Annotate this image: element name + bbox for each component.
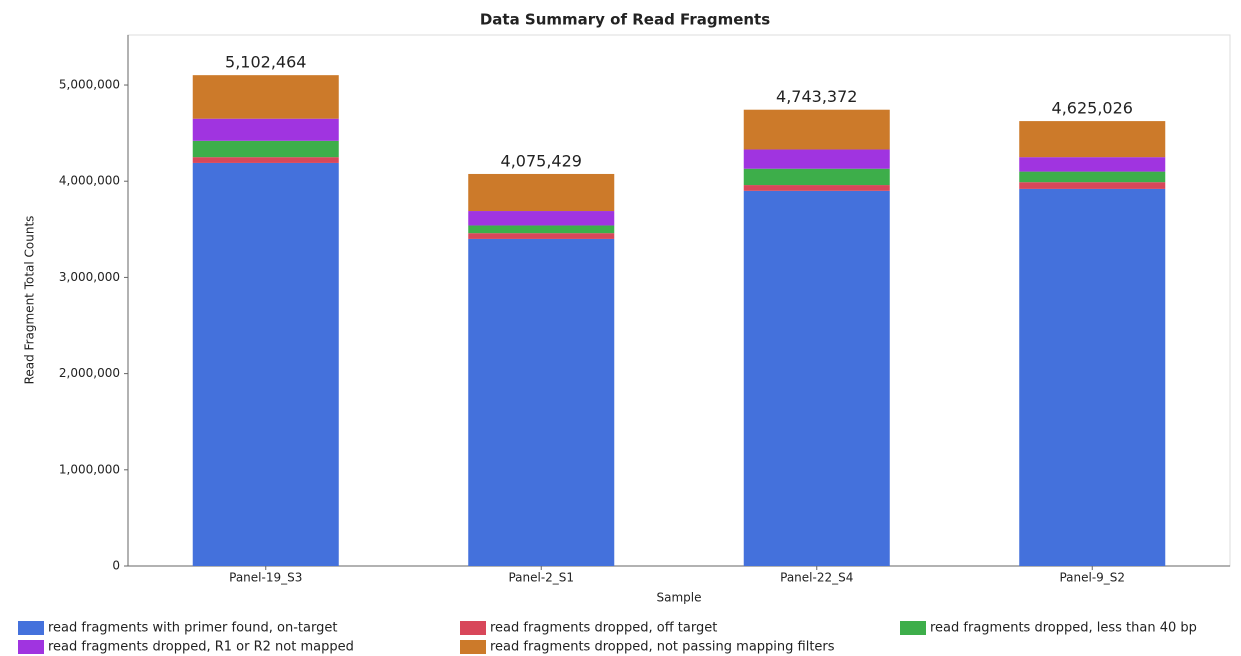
bar-segment bbox=[743, 168, 890, 186]
total-label: 4,625,026 bbox=[1052, 99, 1133, 118]
y-tick-label: 0 bbox=[112, 559, 120, 573]
legend-label: read fragments dropped, off target bbox=[490, 621, 717, 636]
bar-segment bbox=[192, 162, 339, 566]
y-tick-label: 4,000,000 bbox=[59, 174, 120, 188]
bar-segment bbox=[468, 211, 615, 226]
bar-segment bbox=[1019, 182, 1166, 189]
bar-segment bbox=[192, 118, 339, 141]
bar-segment bbox=[468, 225, 615, 234]
x-tick-label: Panel-19_S3 bbox=[229, 571, 302, 585]
x-axis-label: Sample bbox=[657, 591, 702, 605]
bar-segment bbox=[1019, 188, 1166, 567]
chart-title: Data Summary of Read Fragments bbox=[480, 11, 770, 29]
bar-segment bbox=[743, 185, 890, 191]
bar-segment bbox=[468, 238, 615, 566]
bar-segment bbox=[743, 109, 890, 150]
bar-segment bbox=[1019, 157, 1166, 172]
y-axis-label: Read Fragment Total Counts bbox=[23, 216, 37, 385]
legend-swatch bbox=[460, 640, 486, 654]
bar-segment bbox=[468, 233, 615, 239]
x-tick-label: Panel-22_S4 bbox=[780, 571, 853, 585]
legend-swatch bbox=[460, 621, 486, 635]
x-tick-label: Panel-9_S2 bbox=[1059, 571, 1125, 585]
y-tick-label: 2,000,000 bbox=[59, 366, 120, 380]
bar-segment bbox=[192, 140, 339, 158]
legend-label: read fragments dropped, not passing mapp… bbox=[490, 640, 835, 655]
legend-swatch bbox=[18, 621, 44, 635]
total-label: 4,075,429 bbox=[501, 151, 582, 170]
legend-label: read fragments dropped, less than 40 bp bbox=[930, 621, 1197, 636]
total-label: 4,743,372 bbox=[776, 87, 857, 106]
bar-segment bbox=[743, 149, 890, 169]
total-label: 5,102,464 bbox=[225, 53, 306, 72]
legend-swatch bbox=[900, 621, 926, 635]
bar-segment bbox=[192, 75, 339, 119]
bar-segment bbox=[743, 190, 890, 566]
bar-segment bbox=[192, 157, 339, 163]
legend-label: read fragments dropped, R1 or R2 not map… bbox=[48, 640, 354, 655]
y-tick-label: 5,000,000 bbox=[59, 78, 120, 92]
y-tick-label: 1,000,000 bbox=[59, 462, 120, 476]
legend-swatch bbox=[18, 640, 44, 654]
x-tick-label: Panel-2_S1 bbox=[508, 571, 574, 585]
bar-segment bbox=[1019, 121, 1166, 158]
bar-segment bbox=[468, 173, 615, 212]
legend-label: read fragments with primer found, on-tar… bbox=[48, 621, 337, 636]
bar-segment bbox=[1019, 171, 1166, 183]
y-tick-label: 3,000,000 bbox=[59, 270, 120, 284]
